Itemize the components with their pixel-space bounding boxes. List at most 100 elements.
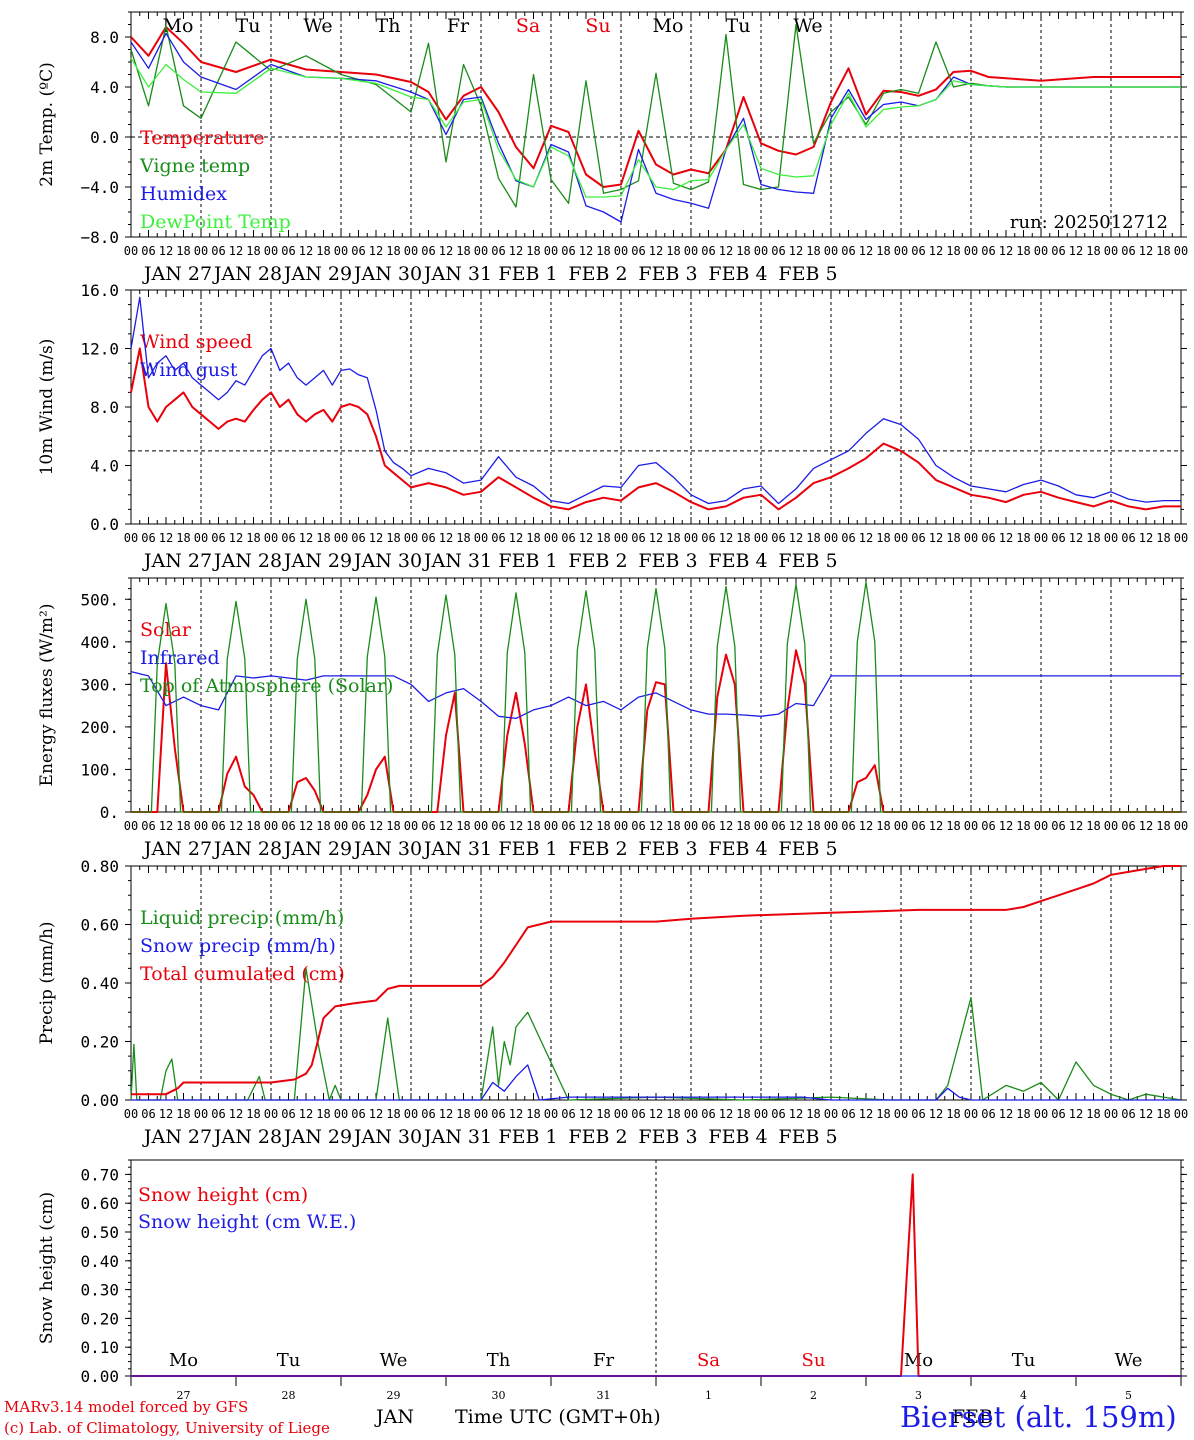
snow-day-abbr: Mo bbox=[169, 1350, 198, 1371]
wind-date-label: FEB 1 bbox=[498, 550, 557, 572]
temp-hour-label: 00 bbox=[334, 244, 348, 258]
wind-hour-label: 00 bbox=[684, 531, 698, 545]
temp-series-line-2 bbox=[130, 32, 1181, 223]
temp-y-label: −4.0 bbox=[80, 178, 119, 197]
wind-hour-label: 06 bbox=[141, 531, 155, 545]
temp-hour-label: 18 bbox=[386, 244, 400, 258]
wind-hour-label: 06 bbox=[491, 531, 505, 545]
snow-y-label: 0.00 bbox=[80, 1367, 119, 1386]
flux-hour-label: 00 bbox=[194, 819, 208, 833]
flux-y-label: 300. bbox=[80, 675, 119, 694]
precip-date-label: FEB 1 bbox=[498, 1126, 557, 1148]
wind-hour-label: 00 bbox=[544, 531, 558, 545]
snow-y-label: 0.60 bbox=[80, 1194, 119, 1213]
wind-hour-label: 06 bbox=[631, 531, 645, 545]
precip-hour-label: 00 bbox=[824, 1107, 838, 1121]
temp-hour-label: 18 bbox=[596, 244, 610, 258]
temp-hour-label: 00 bbox=[614, 244, 628, 258]
temp-date-label: JAN 31 bbox=[422, 263, 492, 285]
wind-hour-label: 06 bbox=[701, 531, 715, 545]
snow-y-label: 0.20 bbox=[80, 1309, 119, 1328]
temp-hour-label: 12 bbox=[1139, 244, 1153, 258]
temp-hour-label: 18 bbox=[946, 244, 960, 258]
wind-y-axis-title: 10m Wind (m/s) bbox=[37, 339, 57, 476]
flux-date-label: JAN 27 bbox=[142, 838, 212, 860]
temp-series-line-3 bbox=[130, 57, 1181, 198]
precip-hour-label: 00 bbox=[404, 1107, 418, 1121]
temp-y-label: 8.0 bbox=[90, 28, 119, 47]
temp-hour-label: 18 bbox=[876, 244, 890, 258]
precip-legend-2: Total cumulated (cm) bbox=[140, 963, 345, 985]
temp-hour-label: 12 bbox=[579, 244, 593, 258]
flux-hour-label: 12 bbox=[439, 819, 453, 833]
snow-day-number: 28 bbox=[282, 1389, 296, 1402]
temp-day-abbr: Fr bbox=[447, 15, 470, 37]
precip-hour-label: 18 bbox=[1086, 1107, 1100, 1121]
wind-hour-label: 06 bbox=[771, 531, 785, 545]
precip-hour-label: 12 bbox=[299, 1107, 313, 1121]
wind-hour-label: 18 bbox=[176, 531, 190, 545]
wind-hour-label: 12 bbox=[1139, 531, 1153, 545]
temp-hour-label: 00 bbox=[474, 244, 488, 258]
precip-hour-label: 18 bbox=[736, 1107, 750, 1121]
flux-hour-label: 06 bbox=[211, 819, 225, 833]
snow-day-abbr: Th bbox=[487, 1350, 511, 1371]
temp-hour-label: 06 bbox=[1121, 244, 1135, 258]
flux-hour-label: 00 bbox=[474, 819, 488, 833]
flux-hour-label: 18 bbox=[456, 819, 470, 833]
temp-date-label: FEB 3 bbox=[638, 263, 697, 285]
temp-hour-label: 12 bbox=[999, 244, 1013, 258]
flux-hour-label: 18 bbox=[176, 819, 190, 833]
flux-hour-label: 00 bbox=[404, 819, 418, 833]
flux-hour-label: 18 bbox=[1086, 819, 1100, 833]
temp-hour-label: 00 bbox=[1174, 244, 1188, 258]
wind-legend-0: Wind speed bbox=[140, 331, 252, 353]
flux-hour-label: 18 bbox=[526, 819, 540, 833]
snow-y-label: 0.30 bbox=[80, 1281, 119, 1300]
flux-date-label: JAN 29 bbox=[282, 838, 352, 860]
flux-hour-label: 00 bbox=[964, 819, 978, 833]
wind-hour-label: 12 bbox=[159, 531, 173, 545]
precip-hour-label: 00 bbox=[614, 1107, 628, 1121]
temp-day-abbr: Tu bbox=[726, 15, 751, 37]
precip-series-line-2 bbox=[131, 865, 1181, 1096]
flux-legend-0: Solar bbox=[140, 619, 192, 641]
flux-hour-label: 00 bbox=[614, 819, 628, 833]
temp-legend-0: Temperature bbox=[140, 127, 264, 149]
wind-hour-label: 06 bbox=[561, 531, 575, 545]
flux-hour-label: 06 bbox=[841, 819, 855, 833]
precip-hour-label: 18 bbox=[316, 1107, 330, 1121]
wind-y-label: 16.0 bbox=[80, 281, 119, 300]
wind-hour-label: 18 bbox=[946, 531, 960, 545]
wind-hour-label: 12 bbox=[369, 531, 383, 545]
snow-day-abbr: Tu bbox=[277, 1350, 301, 1371]
temp-hour-label: 06 bbox=[701, 244, 715, 258]
precip-y-label: 0.80 bbox=[80, 857, 119, 876]
snow-y-label: 0.70 bbox=[80, 1165, 119, 1184]
temp-hour-label: 18 bbox=[456, 244, 470, 258]
snow-day-abbr: Sa bbox=[697, 1350, 720, 1371]
precip-hour-label: 12 bbox=[369, 1107, 383, 1121]
temp-date-label: FEB 4 bbox=[708, 263, 767, 285]
temp-date-label: JAN 29 bbox=[282, 263, 352, 285]
temp-hour-label: 00 bbox=[264, 244, 278, 258]
temp-hour-label: 06 bbox=[911, 244, 925, 258]
flux-hour-label: 06 bbox=[771, 819, 785, 833]
precip-hour-label: 18 bbox=[246, 1107, 260, 1121]
flux-hour-label: 06 bbox=[561, 819, 575, 833]
wind-hour-label: 06 bbox=[1121, 531, 1135, 545]
wind-hour-label: 00 bbox=[824, 531, 838, 545]
precip-hour-label: 12 bbox=[439, 1107, 453, 1121]
wind-date-label: FEB 4 bbox=[708, 550, 767, 572]
precip-hour-label: 18 bbox=[1016, 1107, 1030, 1121]
time-axis-title: Time UTC (GMT+0h) bbox=[455, 1406, 661, 1428]
wind-hour-label: 06 bbox=[421, 531, 435, 545]
snow-y-axis-title: Snow height (cm) bbox=[37, 1192, 57, 1344]
temp-day-abbr: Th bbox=[376, 15, 401, 37]
flux-hour-label: 06 bbox=[981, 819, 995, 833]
precip-legend-0: Liquid precip (mm/h) bbox=[140, 907, 344, 929]
precip-hour-label: 06 bbox=[771, 1107, 785, 1121]
precip-hour-label: 00 bbox=[1174, 1107, 1188, 1121]
wind-hour-label: 12 bbox=[859, 531, 873, 545]
temp-hour-label: 06 bbox=[141, 244, 155, 258]
